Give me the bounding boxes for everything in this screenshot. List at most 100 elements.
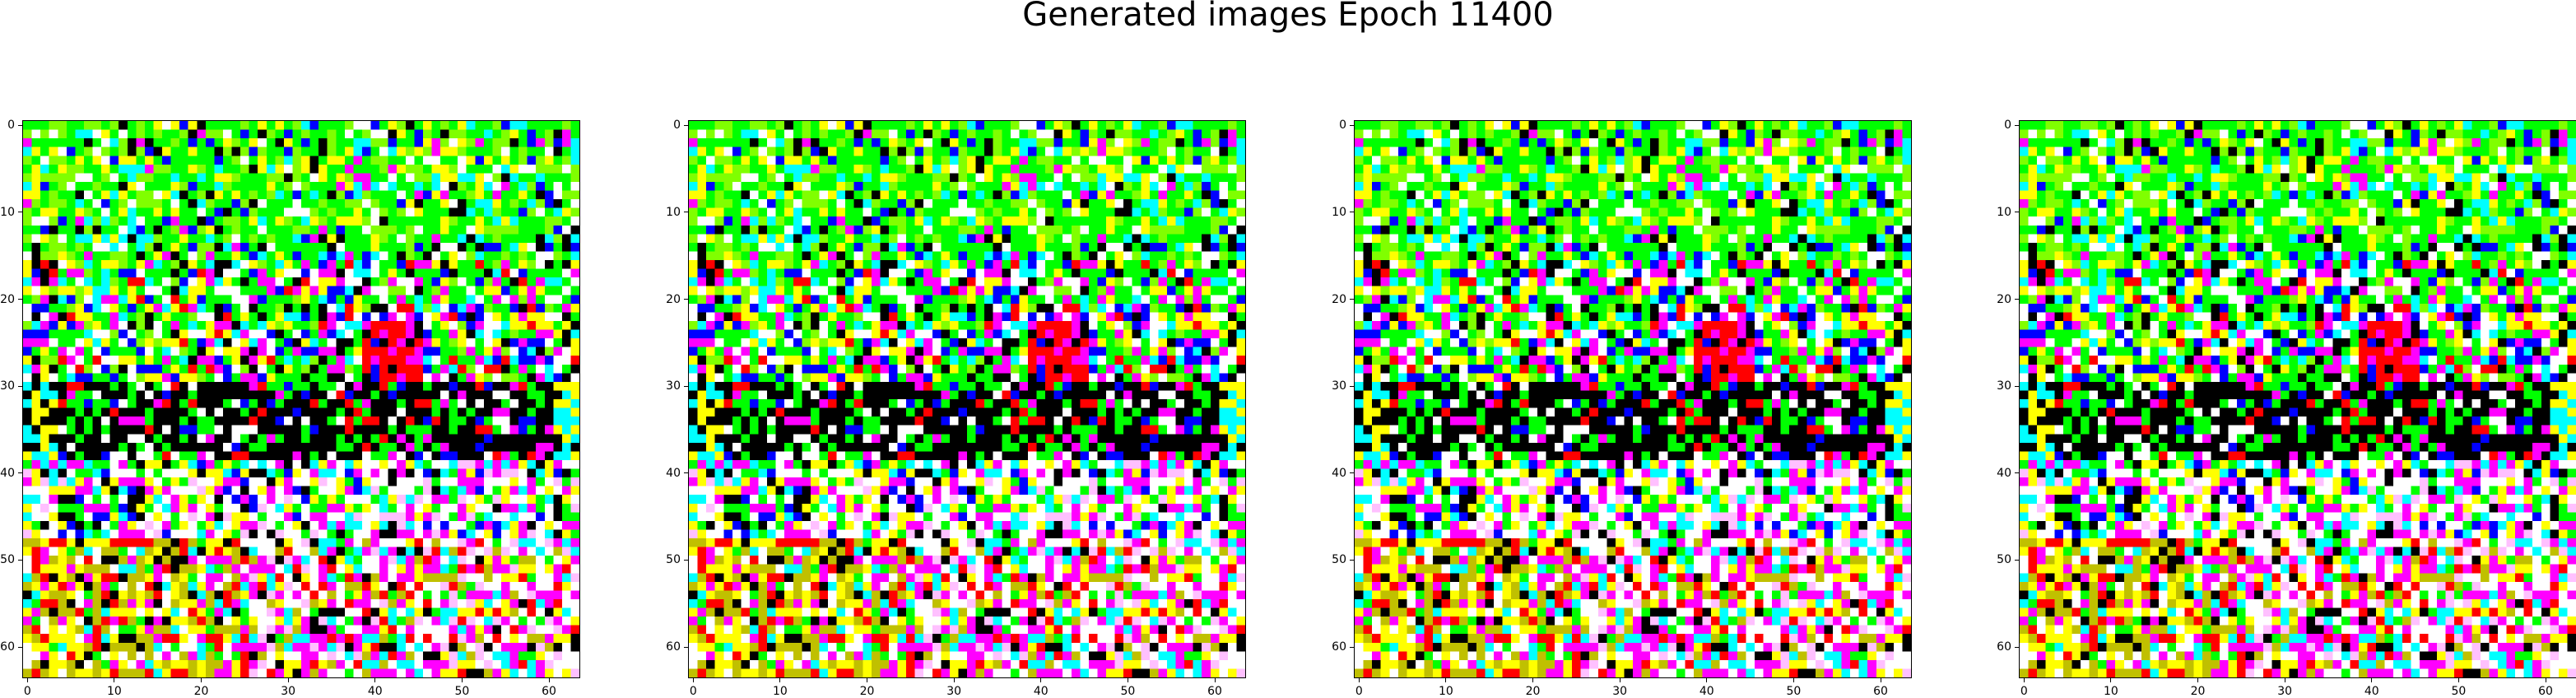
pixel xyxy=(483,234,493,244)
pixel xyxy=(475,147,485,156)
pixel xyxy=(327,364,337,374)
pixel xyxy=(379,356,388,365)
pixel xyxy=(561,634,571,644)
pixel xyxy=(266,121,276,130)
pixel xyxy=(31,520,41,530)
pixel xyxy=(31,598,41,608)
pixel xyxy=(570,459,579,469)
pixel xyxy=(1027,190,1037,200)
pixel xyxy=(897,190,907,200)
pixel xyxy=(405,320,415,330)
pixel xyxy=(1141,138,1151,147)
pixel xyxy=(1236,181,1245,191)
pixel xyxy=(932,156,942,165)
pixel xyxy=(179,286,188,295)
pixel xyxy=(1132,199,1142,208)
pixel xyxy=(1019,138,1029,147)
pixel xyxy=(570,503,579,513)
pixel xyxy=(319,390,328,400)
pixel xyxy=(388,320,398,330)
pixel xyxy=(144,529,154,539)
pixel xyxy=(214,225,224,235)
pixel xyxy=(327,147,337,156)
pixel xyxy=(361,617,371,626)
pixel xyxy=(101,364,110,374)
pixel xyxy=(500,590,510,600)
pixel xyxy=(414,320,424,330)
pixel xyxy=(941,121,951,130)
pixel xyxy=(66,529,76,539)
pixel xyxy=(205,451,215,461)
pixel xyxy=(836,190,846,200)
pixel xyxy=(66,225,76,235)
pixel xyxy=(205,295,215,305)
pixel xyxy=(500,268,510,278)
pixel xyxy=(249,242,258,252)
pixel xyxy=(361,659,371,669)
pixel xyxy=(509,468,519,478)
pixel xyxy=(275,451,285,461)
pixel xyxy=(344,329,354,339)
pixel xyxy=(109,617,119,626)
pixel xyxy=(301,260,310,269)
pixel xyxy=(58,617,67,626)
pixel xyxy=(319,199,328,208)
pixel xyxy=(379,590,388,600)
pixel xyxy=(431,416,441,426)
pixel xyxy=(144,260,154,269)
pixel xyxy=(40,425,49,435)
pixel xyxy=(66,425,76,435)
pixel xyxy=(440,329,449,339)
pixel xyxy=(83,442,93,452)
pixel xyxy=(258,356,267,365)
pixel xyxy=(440,242,449,252)
pixel xyxy=(109,286,119,295)
pixel xyxy=(431,251,441,261)
pixel xyxy=(179,556,188,565)
pixel xyxy=(914,138,924,147)
pixel xyxy=(344,634,354,644)
pixel xyxy=(388,347,398,356)
pixel xyxy=(83,434,93,444)
pixel xyxy=(440,434,449,444)
pixel xyxy=(775,147,785,156)
pixel xyxy=(397,564,407,574)
pixel xyxy=(327,617,337,626)
pixel xyxy=(179,477,188,486)
pixel xyxy=(397,156,407,165)
pixel xyxy=(1175,121,1185,130)
pixel xyxy=(258,434,267,444)
pixel xyxy=(431,199,441,208)
pixel xyxy=(136,260,146,269)
pixel xyxy=(509,156,519,165)
pixel xyxy=(327,442,337,452)
pixel xyxy=(249,364,258,374)
pixel xyxy=(231,598,241,608)
pixel xyxy=(767,225,776,235)
pixel xyxy=(319,181,328,191)
pixel xyxy=(422,556,432,565)
pixel xyxy=(536,216,546,226)
pixel xyxy=(440,442,449,452)
pixel xyxy=(40,495,49,505)
pixel xyxy=(301,573,310,583)
pixel xyxy=(741,216,751,226)
pixel xyxy=(179,407,188,417)
pixel xyxy=(136,598,146,608)
pixel xyxy=(509,234,519,244)
pixel xyxy=(422,468,432,478)
pixel xyxy=(214,573,224,583)
pixel xyxy=(170,234,180,244)
pixel xyxy=(66,312,76,322)
pixel xyxy=(475,390,485,400)
pixel xyxy=(518,468,528,478)
pixel xyxy=(327,477,337,486)
pixel xyxy=(1106,207,1115,217)
pixel xyxy=(370,529,380,539)
pixel xyxy=(66,277,76,286)
pixel xyxy=(697,216,707,226)
pixel xyxy=(793,207,802,217)
pixel xyxy=(214,442,224,452)
pixel xyxy=(66,190,76,200)
pixel xyxy=(249,581,258,591)
